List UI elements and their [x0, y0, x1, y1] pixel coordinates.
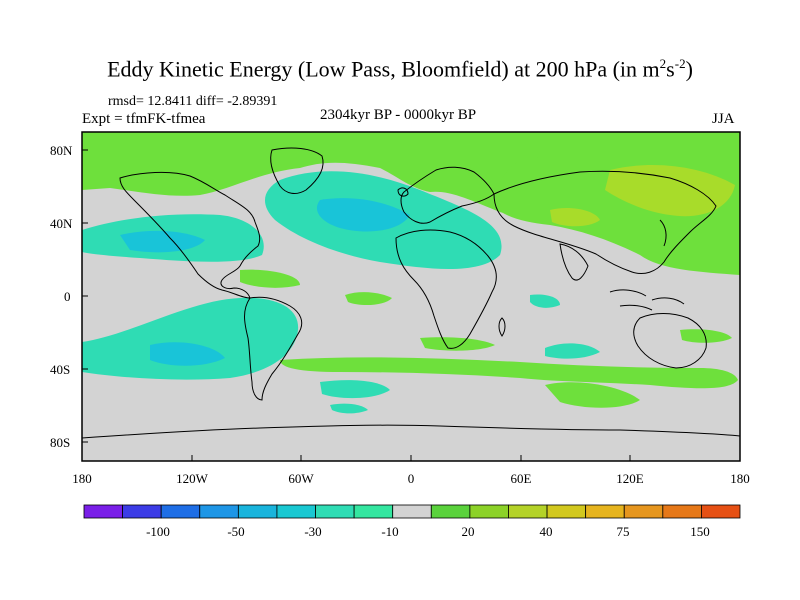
- colorbar-box-13: [585, 504, 625, 519]
- colorbar-label-40: 40: [540, 524, 553, 539]
- tropical-atlantic-positive: [345, 292, 392, 306]
- colorbar-box-12: [546, 504, 587, 519]
- colorbar-box-1: [122, 504, 162, 519]
- lon-label-0: 0: [408, 471, 415, 486]
- colorbar-box-2: [160, 504, 201, 519]
- indian-ocean-negative: [530, 294, 560, 308]
- north-pacific-core: [120, 230, 205, 253]
- asia-strong-positive: [605, 165, 735, 217]
- experiment-label: Expt = tfmFK-tfmea: [82, 111, 206, 127]
- lon-label-60e: 60E: [511, 471, 532, 486]
- atlantic-south-patch: [330, 403, 368, 414]
- colorbar-label-75: 75: [617, 524, 630, 539]
- africa-coast: [395, 229, 497, 349]
- colorbar-box-0: [83, 504, 123, 519]
- colorbar-box-8: [392, 504, 432, 519]
- southern-positive-band: [280, 357, 738, 389]
- india-coast: [559, 243, 589, 281]
- map-ticks: [82, 149, 631, 461]
- colorbar-label-m50: -50: [227, 524, 244, 539]
- eke-field: [82, 132, 740, 461]
- madagascar-coast: [498, 317, 506, 337]
- south-pacific-core: [150, 342, 225, 366]
- colorbar-label-20: 20: [462, 524, 475, 539]
- lat-label-80n: 80N: [50, 143, 73, 158]
- period-label: 2304kyr BP - 0000kyr BP: [320, 107, 477, 123]
- lat-label-40s: 40S: [50, 362, 70, 377]
- colorbar-box-9: [430, 504, 471, 519]
- europe-coast: [400, 166, 495, 224]
- colorbar-box-7: [353, 504, 394, 519]
- colorbar-box-10: [469, 504, 509, 519]
- uk-coast: [397, 187, 409, 197]
- colorbar-box-11: [508, 504, 548, 519]
- colorbar-box-6: [315, 504, 355, 519]
- colorbar-box-3: [199, 504, 239, 519]
- colorbar-box-4: [237, 504, 278, 519]
- colorbar-label-150: 150: [690, 524, 710, 539]
- colorbar-box-16: [701, 504, 741, 519]
- asia-coast: [493, 170, 717, 275]
- north-america-coast: [119, 171, 261, 299]
- lon-label-120w: 120W: [176, 471, 209, 486]
- colorbar-label-m100: -100: [146, 524, 170, 539]
- figure-title: Eddy Kinetic Energy (Low Pass, Bloomfiel…: [107, 56, 693, 82]
- tropical-pacific-positive: [240, 269, 300, 288]
- lat-label-40n: 40N: [50, 216, 73, 231]
- central-asia-positive: [550, 208, 600, 227]
- greenland-coast: [270, 147, 324, 194]
- south-america-coast: [244, 296, 303, 401]
- indonesia-coast: [609, 289, 685, 311]
- colorbar-box-5: [276, 504, 316, 519]
- southern-ocean-negative: [320, 380, 390, 399]
- south-atlantic-positive: [420, 337, 495, 351]
- lat-labels: 80N 40N 0 40S 80S: [50, 143, 73, 450]
- lat-label-eq: 0: [64, 289, 71, 304]
- colorbar-label-m10: -10: [381, 524, 398, 539]
- lon-labels: 180 120W 60W 0 60E 120E 180: [72, 471, 750, 486]
- season-label: JJA: [712, 111, 735, 127]
- australia-coast: [633, 313, 707, 369]
- lon-label-180e: 180: [730, 471, 750, 486]
- south-indian-positive: [545, 382, 640, 408]
- australia-negative: [545, 343, 600, 359]
- lon-label-60w: 60W: [288, 471, 314, 486]
- colorbar-box-15: [662, 504, 702, 519]
- lat-label-80s: 80S: [50, 435, 70, 450]
- colorbar-box-14: [623, 504, 664, 519]
- japan-coast: [659, 219, 667, 247]
- colorbar-label-m30: -30: [304, 524, 321, 539]
- colorbar-labels: -100 -50 -30 -10 20 40 75 150: [146, 524, 710, 539]
- colorbar: [83, 504, 741, 519]
- antarctica-coast: [82, 424, 740, 439]
- lon-label-180w: 180: [72, 471, 92, 486]
- lon-label-120e: 120E: [616, 471, 644, 486]
- north-atlantic-core: [316, 198, 410, 232]
- pacific-west-positive: [680, 329, 732, 343]
- stats-label: rmsd= 12.8411 diff= -2.89391: [108, 94, 278, 109]
- coastlines: [82, 147, 740, 439]
